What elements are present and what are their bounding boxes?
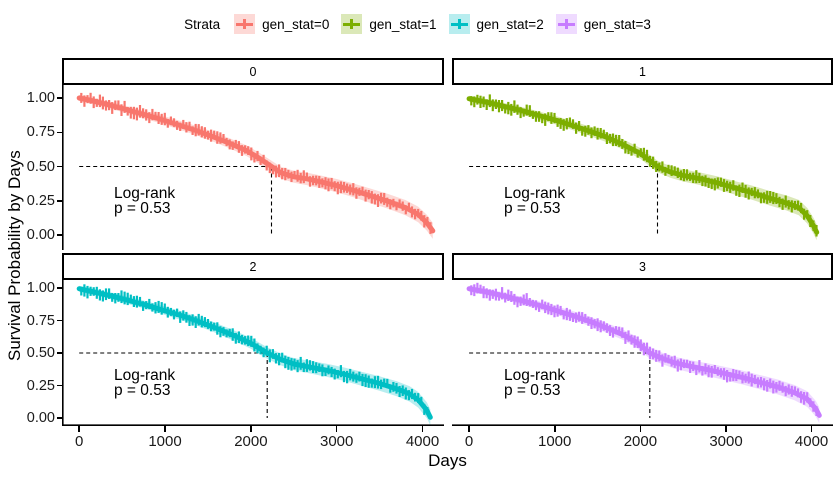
x-tick-mark xyxy=(78,426,80,432)
legend-title: Strata xyxy=(184,16,221,32)
x-tick-label: 2000 xyxy=(623,433,658,450)
logrank-annotation: Log-rank p = 0.53 xyxy=(114,185,176,217)
logrank-annotation: Log-rank p = 0.53 xyxy=(504,185,566,217)
legend-item-label: gen_stat=2 xyxy=(476,16,544,32)
y-tick-mark xyxy=(57,287,62,289)
logrank-label: Log-rank xyxy=(504,185,566,202)
y-tick-label: 0.50 xyxy=(26,158,55,175)
censor-marks xyxy=(80,284,429,416)
x-tick-label: 1000 xyxy=(148,433,182,450)
legend-item-label: gen_stat=1 xyxy=(369,16,437,32)
y-tick-mark xyxy=(57,165,62,168)
x-tick-label: 3000 xyxy=(709,433,743,450)
logrank-label: Log-rank xyxy=(114,367,176,384)
facet-panel-1: Log-rank p = 0.53 xyxy=(452,85,833,250)
facet-strip-label: 1 xyxy=(639,64,646,79)
logrank-label: Log-rank xyxy=(504,367,566,384)
y-tick-mark xyxy=(57,352,62,354)
y-tick-mark xyxy=(57,384,62,387)
censor-marks xyxy=(470,282,818,416)
x-tick-mark xyxy=(335,426,338,432)
survival-chart-svg xyxy=(452,282,833,426)
x-tick-mark xyxy=(554,426,556,432)
y-tick-mark xyxy=(57,417,62,419)
y-tick-mark xyxy=(57,319,62,322)
y-tick-mark xyxy=(57,200,62,202)
x-tick-label: 0 xyxy=(464,433,474,450)
x-tick-label: 4000 xyxy=(794,433,829,450)
y-tick-mark xyxy=(57,97,62,99)
y-tick-label: 0.25 xyxy=(26,192,55,209)
legend-item-label: gen_stat=0 xyxy=(262,16,330,32)
facet-strip-label: 3 xyxy=(639,259,646,274)
legend-item: gen_stat=3 xyxy=(555,14,651,34)
y-tick-label: 0.00 xyxy=(26,227,55,243)
x-tick-mark xyxy=(421,426,424,432)
survival-chart-svg xyxy=(62,280,444,426)
x-tick-label: 0 xyxy=(75,433,84,450)
x-tick-label: 4000 xyxy=(405,433,440,450)
facet-panel-2: Log-rank p = 0.53 xyxy=(62,280,444,426)
pvalue-label: p = 0.53 xyxy=(504,382,561,399)
legend-item: gen_stat=2 xyxy=(448,14,544,34)
y-tick-label: 0.50 xyxy=(26,345,55,361)
x-tick-mark xyxy=(164,426,166,432)
logrank-label: Log-rank xyxy=(114,185,176,202)
x-tick-mark xyxy=(810,426,813,432)
x-tick-mark xyxy=(250,426,252,432)
facet-strip-0: 0 xyxy=(62,58,444,85)
survival-chart-svg xyxy=(466,94,820,241)
x-tick-label: 3000 xyxy=(320,433,354,450)
x-tick-mark xyxy=(725,426,727,432)
logrank-annotation: Log-rank p = 0.53 xyxy=(114,367,176,399)
facet-strip-2: 2 xyxy=(62,253,444,280)
facet-strip-3: 3 xyxy=(452,253,833,280)
x-tick-label: 1000 xyxy=(538,433,572,450)
y-tick-label: 0.75 xyxy=(26,124,55,141)
y-tick-mark xyxy=(57,131,62,133)
facet-strip-label: 2 xyxy=(249,259,257,274)
confidence-band xyxy=(79,285,431,426)
logrank-annotation: Log-rank p = 0.53 xyxy=(504,367,566,399)
legend-item: gen_stat=0 xyxy=(234,14,329,34)
pvalue-label: p = 0.53 xyxy=(114,382,171,399)
legend: Strata gen_stat=0 gen_stat=1 gen_stat=2 gen… xyxy=(0,6,835,42)
legend-item: gen_stat=1 xyxy=(341,14,437,34)
x-tick-label: 2000 xyxy=(234,433,268,450)
survival-chart-svg xyxy=(62,85,436,250)
legend-key-plus-icon xyxy=(448,14,470,34)
pvalue-label: p = 0.53 xyxy=(114,200,171,217)
facet-panel-0: Log-rank p = 0.53 xyxy=(62,85,444,250)
legend-item-label: gen_stat=3 xyxy=(583,16,651,32)
x-tick-mark xyxy=(639,426,642,432)
facet-strip-label: 0 xyxy=(249,64,257,79)
pvalue-label: p = 0.53 xyxy=(504,200,561,217)
censor-marks xyxy=(470,94,818,237)
y-tick-label: 0.25 xyxy=(26,377,55,394)
y-tick-label: 1.00 xyxy=(26,280,55,296)
x-tick-mark xyxy=(468,426,470,432)
y-tick-mark xyxy=(57,234,62,236)
y-tick-label: 1.00 xyxy=(26,90,55,106)
censor-marks xyxy=(80,92,432,234)
facet-strip-1: 1 xyxy=(452,58,833,85)
legend-items: gen_stat=0 gen_stat=1 gen_stat=2 gen_stat=3 xyxy=(234,14,651,34)
x-axis-title: Days xyxy=(428,451,467,470)
legend-key-plus-icon xyxy=(341,14,363,34)
legend-key-plus-icon xyxy=(234,14,256,34)
facet-panel-3: Log-rank p = 0.53 xyxy=(452,280,833,426)
y-tick-label: 0.75 xyxy=(26,312,55,329)
legend-key-plus-icon xyxy=(555,14,577,34)
y-tick-label: 0.00 xyxy=(26,410,55,426)
